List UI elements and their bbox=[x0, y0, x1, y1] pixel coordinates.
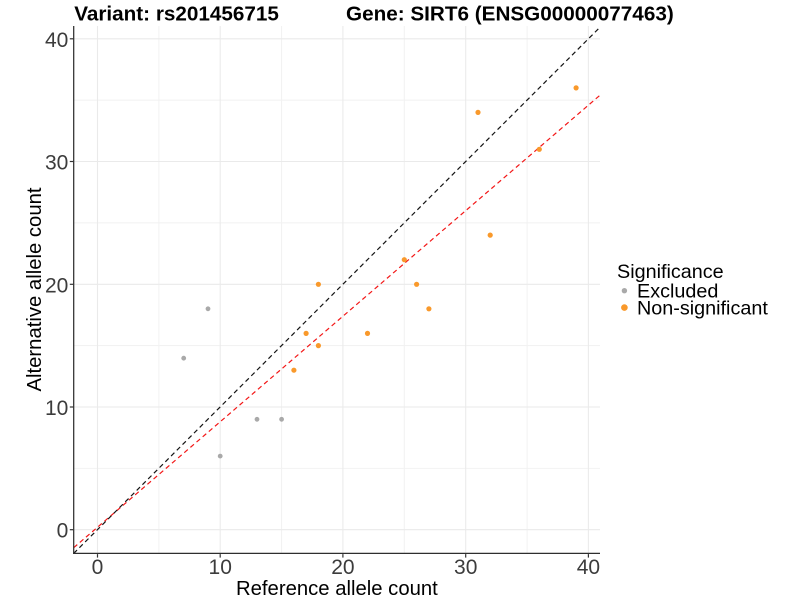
svg-text:20: 20 bbox=[45, 274, 68, 297]
svg-text:Reference allele count: Reference allele count bbox=[236, 578, 438, 600]
svg-text:Non-significant: Non-significant bbox=[637, 297, 768, 319]
svg-text:0: 0 bbox=[57, 520, 69, 543]
svg-text:0: 0 bbox=[92, 556, 104, 579]
svg-text:40: 40 bbox=[577, 556, 600, 579]
svg-text:10: 10 bbox=[45, 397, 68, 420]
svg-text:Gene: SIRT6 (ENSG00000077463): Gene: SIRT6 (ENSG00000077463) bbox=[346, 3, 674, 26]
svg-text:40: 40 bbox=[45, 29, 68, 52]
svg-text:Significance: Significance bbox=[617, 261, 724, 283]
svg-text:30: 30 bbox=[454, 556, 477, 579]
svg-text:10: 10 bbox=[209, 556, 232, 579]
svg-text:Alternative allele count: Alternative allele count bbox=[24, 187, 46, 391]
svg-text:Excluded: Excluded bbox=[637, 281, 718, 303]
svg-text:Variant: rs201456715: Variant: rs201456715 bbox=[74, 3, 279, 26]
svg-text:20: 20 bbox=[331, 556, 354, 579]
svg-text:30: 30 bbox=[45, 152, 68, 175]
